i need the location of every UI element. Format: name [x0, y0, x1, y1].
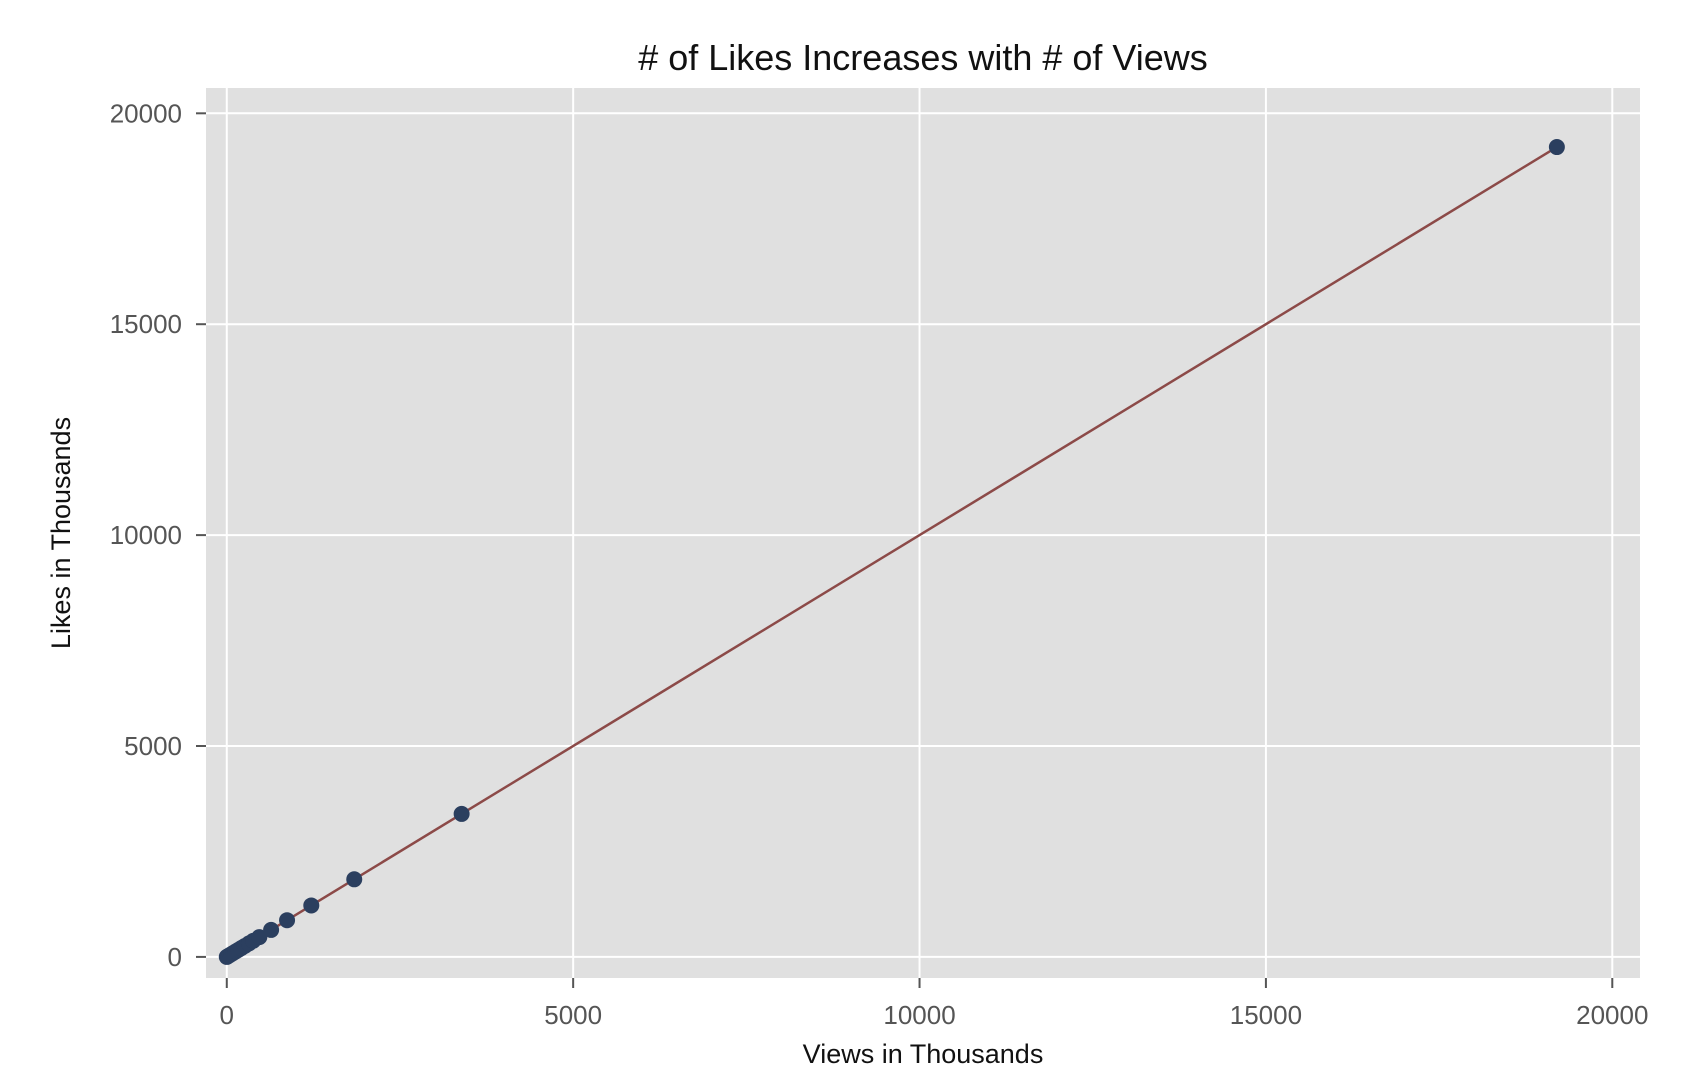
gridlines	[206, 88, 1640, 978]
data-point	[263, 921, 280, 938]
x-tick-label: 0	[220, 1000, 234, 1030]
data-point	[1548, 139, 1565, 156]
y-tick-label: 20000	[110, 98, 182, 128]
data-points	[218, 139, 1565, 965]
x-tick-label: 5000	[544, 1000, 602, 1030]
data-point	[346, 871, 363, 888]
fit-line-group	[226, 145, 1558, 958]
x-axis-title: Views in Thousands	[803, 1039, 1044, 1069]
y-tick-label: 5000	[124, 731, 182, 761]
x-tick-label: 10000	[883, 1000, 955, 1030]
data-point	[453, 805, 470, 822]
y-tick-label: 15000	[110, 309, 182, 339]
y-axis-title: Likes in Thousands	[46, 417, 76, 649]
y-tick-label: 0	[168, 942, 182, 972]
fit-line	[226, 145, 1558, 958]
data-point	[279, 912, 296, 929]
x-tick-label: 15000	[1230, 1000, 1302, 1030]
data-point	[303, 897, 320, 914]
y-tick-label: 10000	[110, 520, 182, 550]
data-point	[251, 929, 268, 946]
chart-title: # of Likes Increases with # of Views	[638, 37, 1208, 78]
axis-ticks: 0 5000 10000 15000 20000 0 5000 10000 15000 20000	[110, 98, 1649, 1030]
x-tick-label: 20000	[1576, 1000, 1648, 1030]
